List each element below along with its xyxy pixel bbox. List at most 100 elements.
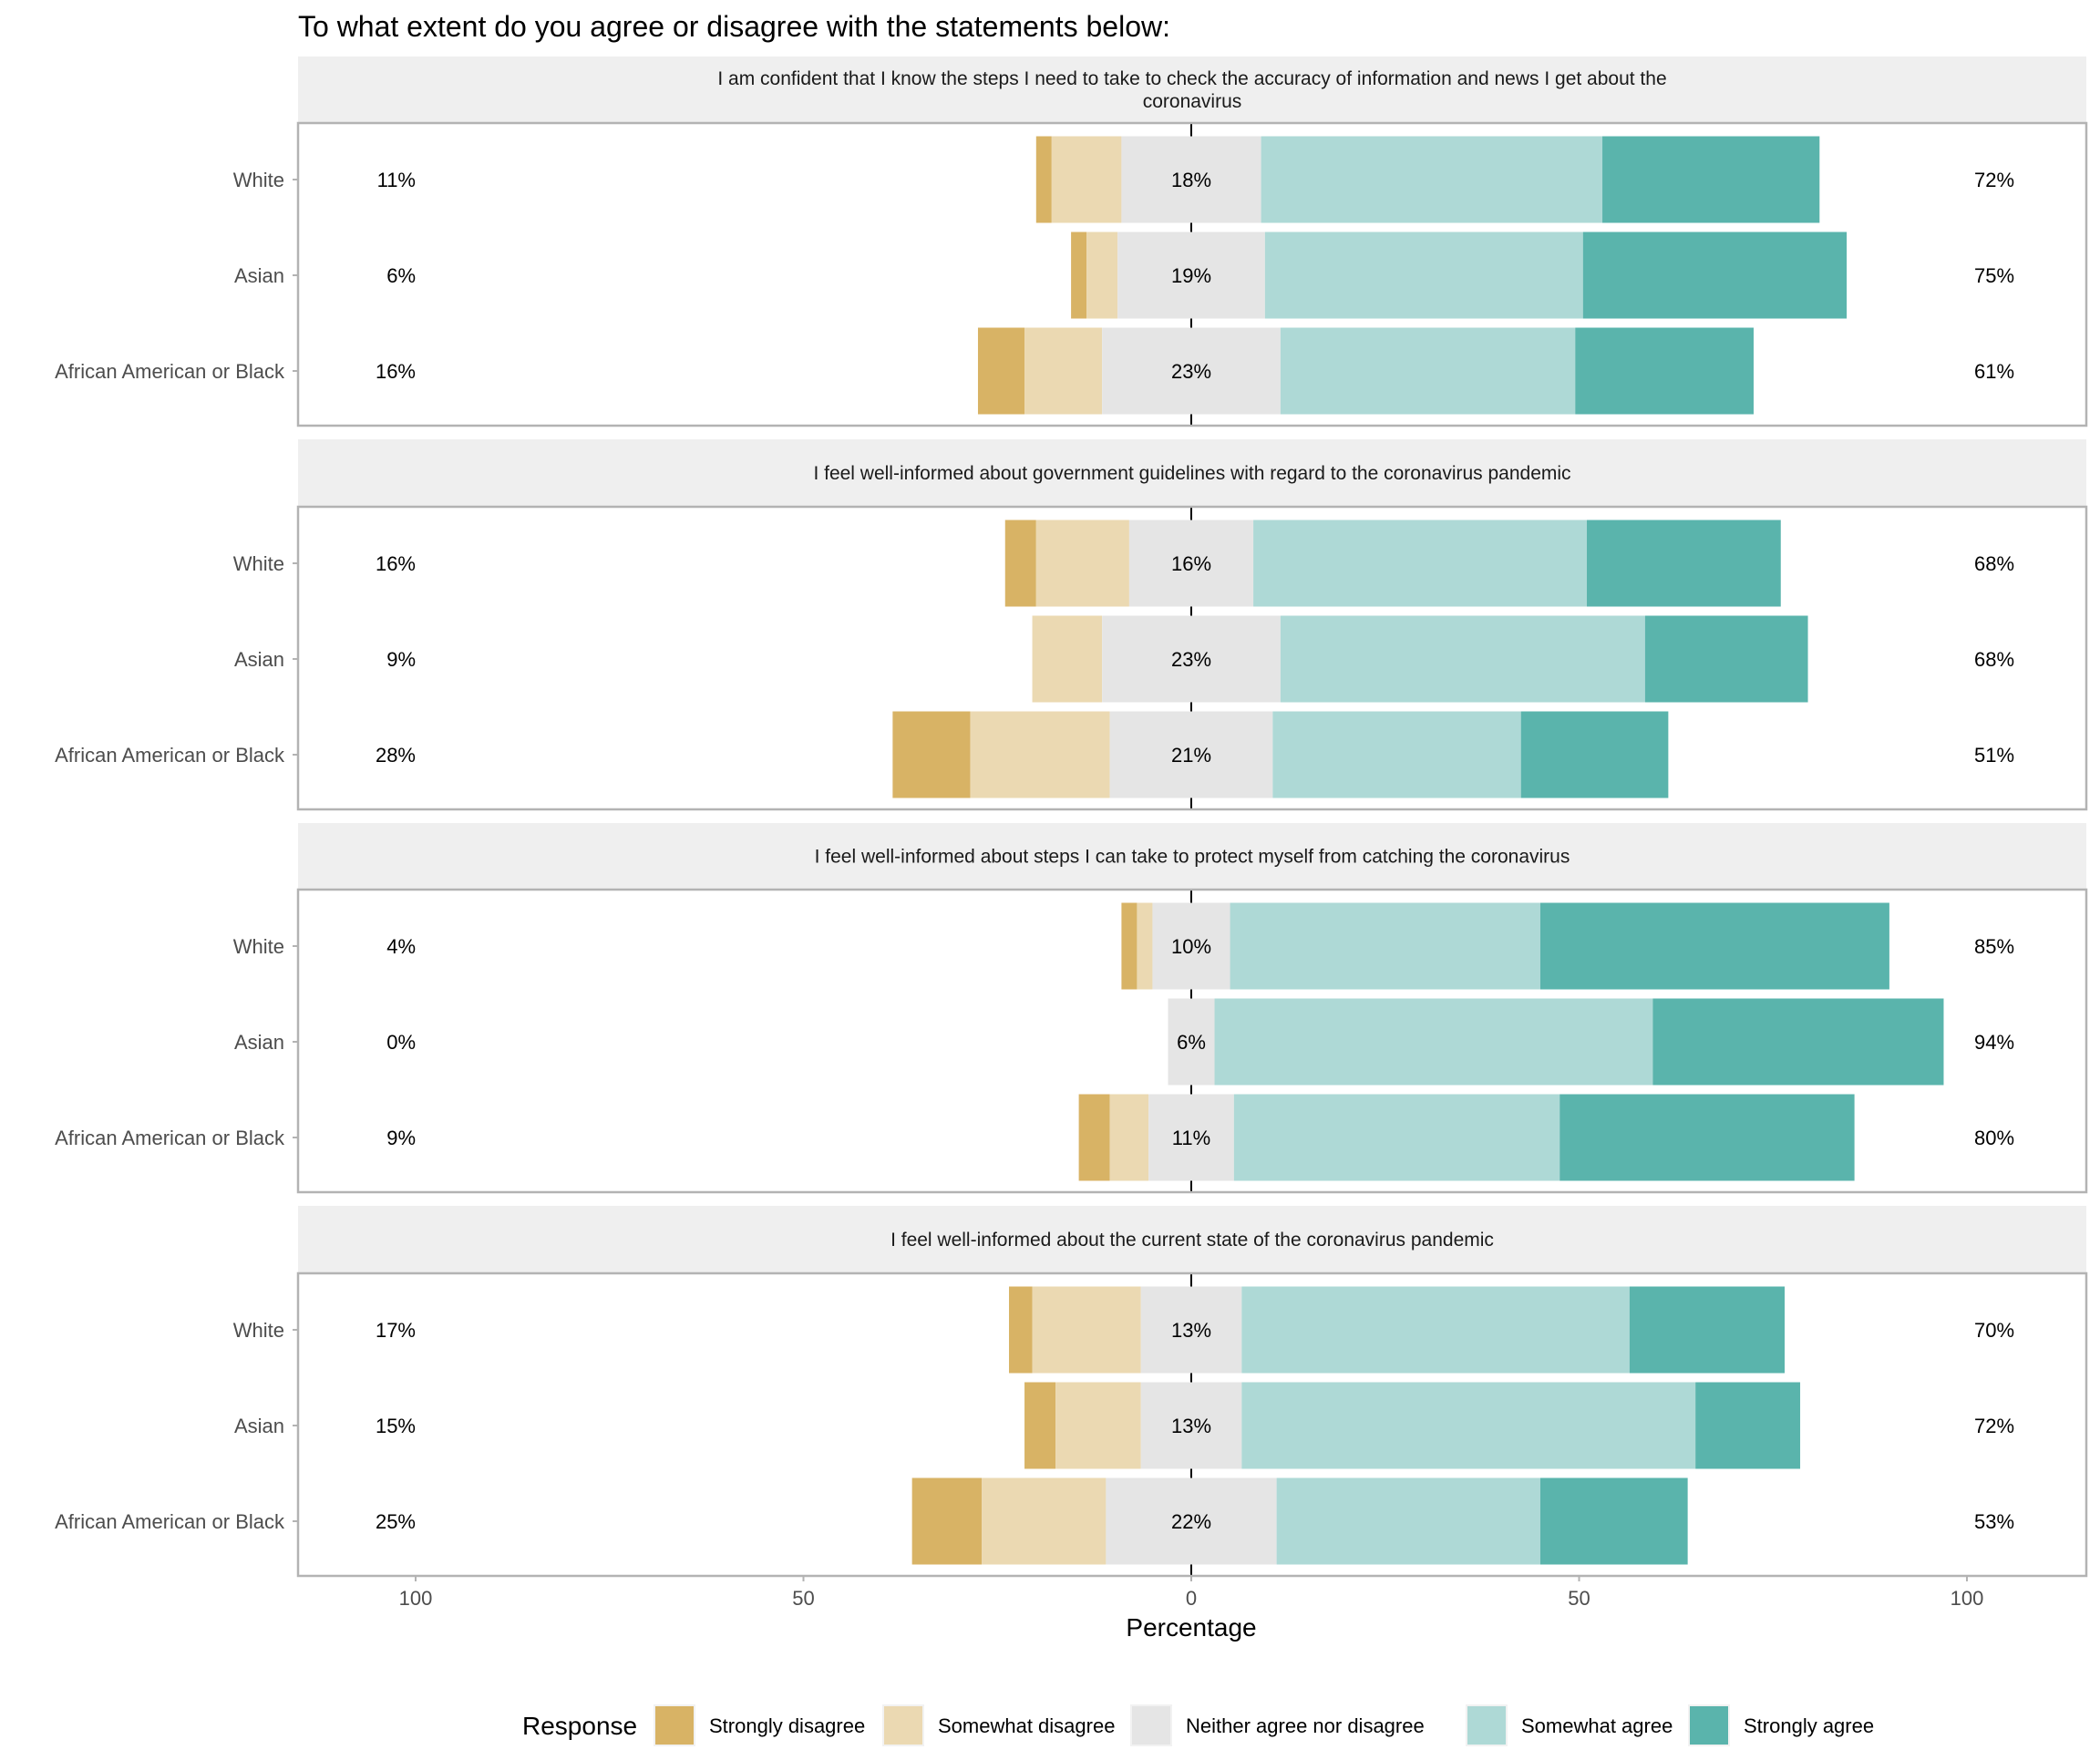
bar-somewhat-agree: [1272, 711, 1521, 798]
x-axis-title: Percentage: [1126, 1613, 1256, 1642]
bar-row: African American or Black 16% 23% 61%: [55, 327, 2014, 415]
bar-somewhat-disagree: [1109, 1094, 1149, 1181]
y-axis-label: Asian: [234, 1031, 284, 1054]
bar-row: White 11% 18% 72%: [233, 136, 2014, 223]
disagree-total-label: 17%: [376, 1319, 416, 1342]
bar-strongly-disagree: [911, 1477, 983, 1565]
facet-panel: I feel well-informed about steps I can t…: [55, 823, 2088, 1194]
bar-neutral: [1140, 1286, 1242, 1374]
bar-strongly-agree: [1602, 136, 1820, 223]
disagree-total-label: 28%: [376, 744, 416, 767]
disagree-total-label: 9%: [386, 648, 416, 671]
neutral-label: 13%: [1171, 1319, 1211, 1342]
bar-strongly-disagree: [892, 711, 971, 798]
facet-strip: [298, 57, 2086, 123]
legend-label: Strongly disagree: [709, 1714, 865, 1737]
bar-somewhat-disagree: [1051, 136, 1122, 223]
bar-somewhat-disagree: [1055, 1382, 1141, 1469]
disagree-total-label: 4%: [386, 935, 416, 958]
y-axis-label: African American or Black: [55, 744, 285, 767]
disagree-total-label: 11%: [377, 169, 416, 191]
bar-neutral: [1128, 520, 1254, 607]
y-axis-label: African American or Black: [55, 1127, 285, 1149]
facet-strip-label: coronavirus: [1143, 91, 1242, 112]
agree-total-label: 51%: [1974, 744, 2014, 767]
facet-panel: I feel well-informed about the current s…: [55, 1206, 2088, 1578]
bar-row: White 4% 10% 85%: [233, 902, 2014, 990]
disagree-total-label: 0%: [386, 1031, 416, 1054]
neutral-label: 6%: [1177, 1031, 1206, 1054]
bar-somewhat-agree: [1241, 1382, 1696, 1469]
bar-somewhat-disagree: [1035, 520, 1129, 607]
bar-somewhat-agree: [1264, 232, 1583, 319]
facet-strip-label: I feel well-informed about the current s…: [890, 1230, 1494, 1251]
legend-label: Somewhat disagree: [938, 1714, 1115, 1737]
disagree-total-label: 6%: [386, 264, 416, 287]
bar-strongly-agree: [1539, 902, 1889, 990]
bar-somewhat-agree: [1280, 327, 1576, 415]
bar-somewhat-agree: [1230, 902, 1540, 990]
legend-item: Somewhat agree: [1466, 1704, 1673, 1746]
neutral-label: 18%: [1171, 169, 1211, 191]
bar-neutral: [1121, 136, 1261, 223]
bar-somewhat-agree: [1261, 136, 1603, 223]
bar-strongly-disagree: [1071, 232, 1087, 319]
disagree-total-label: 16%: [376, 552, 416, 575]
bar-strongly-agree: [1575, 327, 1754, 415]
x-tick-label: 100: [399, 1587, 433, 1610]
panel-border: [296, 505, 2088, 811]
agree-total-label: 70%: [1974, 1319, 2014, 1342]
bar-neutral: [1148, 1094, 1234, 1181]
legend-label: Neither agree nor disagree: [1186, 1714, 1425, 1737]
bar-strongly-disagree: [1121, 902, 1138, 990]
y-axis-label: Asian: [234, 1415, 284, 1437]
bar-strongly-disagree: [977, 327, 1025, 415]
x-tick-label: 0: [1186, 1587, 1197, 1610]
y-axis-label: African American or Black: [55, 1510, 285, 1533]
facet-strip: [298, 1206, 2086, 1273]
neutral-label: 22%: [1171, 1510, 1211, 1533]
panel-border: [296, 888, 2088, 1194]
bar-strongly-agree: [1695, 1382, 1801, 1469]
x-tick-label: 100: [1951, 1587, 1984, 1610]
bar-neutral: [1106, 1477, 1277, 1565]
bar-somewhat-disagree: [1137, 902, 1153, 990]
bar-somewhat-disagree: [1032, 615, 1103, 703]
bar-somewhat-agree: [1280, 615, 1645, 703]
legend-key: [1466, 1704, 1508, 1746]
bar-somewhat-agree: [1214, 998, 1653, 1086]
bar-neutral: [1109, 711, 1273, 798]
bar-row: Asian 15% 13% 72%: [234, 1382, 2014, 1469]
agree-total-label: 68%: [1974, 552, 2014, 575]
bar-neutral: [1102, 615, 1281, 703]
neutral-label: 19%: [1171, 264, 1211, 287]
x-axis: 100 50 0 50 100: [399, 1576, 1984, 1610]
y-axis-label: White: [233, 1319, 284, 1342]
bar-neutral: [1140, 1382, 1242, 1469]
bar-somewhat-disagree: [970, 711, 1110, 798]
neutral-label: 13%: [1171, 1415, 1211, 1437]
facet-strip: [298, 439, 2086, 507]
agree-total-label: 80%: [1974, 1127, 2014, 1149]
y-axis-label: White: [233, 169, 284, 191]
facet-strip-label: I feel well-informed about government gu…: [813, 463, 1570, 484]
neutral-label: 11%: [1172, 1127, 1210, 1149]
disagree-total-label: 16%: [376, 360, 416, 383]
agree-total-label: 94%: [1974, 1031, 2014, 1054]
bar-row: African American or Black 28% 21% 51%: [55, 711, 2014, 798]
bar-strongly-disagree: [1004, 520, 1036, 607]
legend-item: Strongly disagree: [654, 1704, 865, 1746]
bar-neutral: [1117, 232, 1265, 319]
legend-item: Somewhat disagree: [882, 1704, 1115, 1746]
disagree-total-label: 25%: [376, 1510, 416, 1533]
legend-key: [654, 1704, 695, 1746]
x-tick-label: 50: [792, 1587, 814, 1610]
bar-neutral: [1102, 327, 1281, 415]
bar-strongly-agree: [1582, 232, 1848, 319]
bar-somewhat-disagree: [1032, 1286, 1141, 1374]
bar-row: Asian 0% 6% 94%: [234, 998, 2014, 1086]
legend-label: Somewhat agree: [1521, 1714, 1673, 1737]
bar-strongly-disagree: [1024, 1382, 1056, 1469]
legend: Response Strongly disagree Somewhat disag…: [522, 1704, 1874, 1746]
agree-total-label: 68%: [1974, 648, 2014, 671]
